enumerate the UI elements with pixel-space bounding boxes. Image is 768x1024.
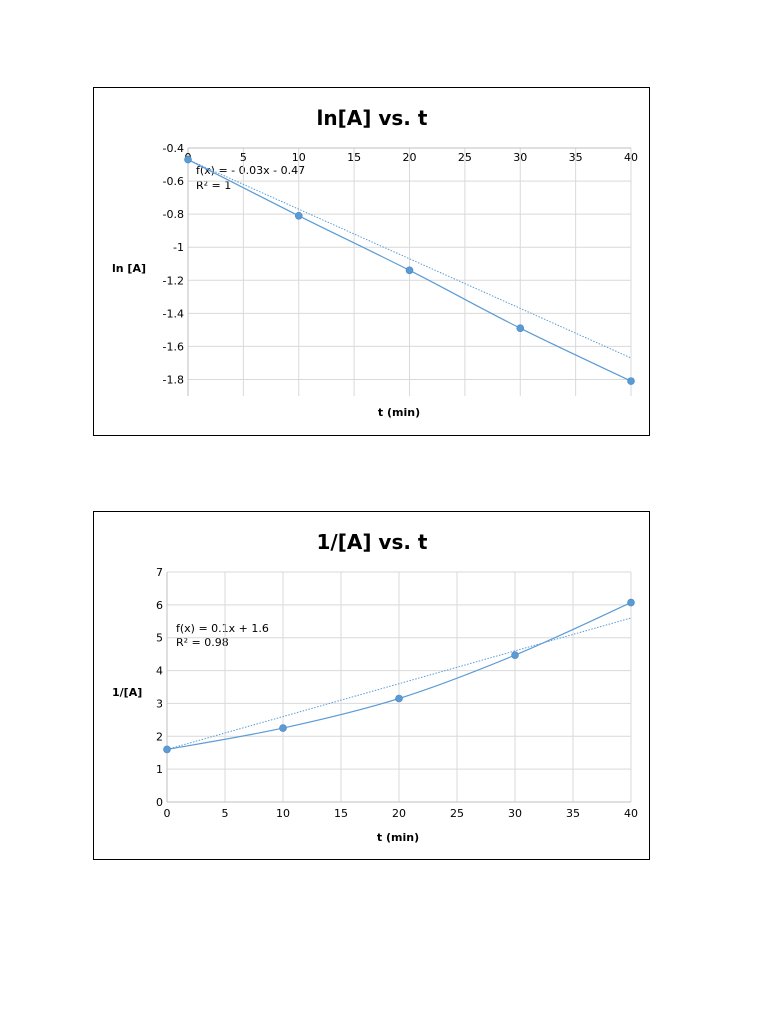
x-tick-label: 30 <box>513 151 527 164</box>
data-point <box>294 211 303 220</box>
x-tick-label: 40 <box>624 807 638 820</box>
y-axis-label: 1/[A] <box>112 686 142 699</box>
y-tick-label: 0 <box>156 796 163 809</box>
data-point <box>627 377 635 385</box>
x-tick-label: 35 <box>566 807 580 820</box>
chart-title: 1/[A] vs. t <box>316 530 427 554</box>
x-tick-label: 20 <box>403 151 417 164</box>
data-point <box>627 598 635 607</box>
x-tick-label: 10 <box>292 151 306 164</box>
y-tick-label: 2 <box>156 730 163 743</box>
x-tick-label: 5 <box>240 151 247 164</box>
trendline <box>166 617 632 750</box>
y-tick-label: 7 <box>156 566 163 579</box>
y-tick-label: -1 <box>173 241 184 254</box>
data-point <box>405 266 414 275</box>
y-tick-label: -1.4 <box>163 307 184 320</box>
x-tick-label: 15 <box>334 807 348 820</box>
chart-title: ln[A] vs. t <box>317 106 428 130</box>
y-tick-label: 4 <box>156 665 163 678</box>
y-axis-label: ln [A] <box>112 262 146 275</box>
chart-ln-a-vs-t-svg: ln[A] vs. t ln [A] t (min) f(x) = - 0.03… <box>112 106 638 419</box>
x-tick-label: 20 <box>392 807 406 820</box>
y-tick-label: -1.6 <box>163 340 184 353</box>
y-tick-label: 6 <box>156 599 163 612</box>
data-point <box>163 745 171 754</box>
x-tick-label: 40 <box>624 151 638 164</box>
chart-inv-a-vs-t: 1/[A] vs. t 1/[A] t (min) f(x) = 0.1x + … <box>93 511 650 860</box>
trendline-equation: f(x) = 0.1x + 1.6 <box>176 622 269 635</box>
x-tick-label: 0 <box>164 807 171 820</box>
x-tick-label: 10 <box>276 807 290 820</box>
data-point <box>395 694 403 703</box>
chart-ln-a-vs-t: ln[A] vs. t ln [A] t (min) f(x) = - 0.03… <box>93 87 650 436</box>
trendline-equation: f(x) = - 0.03x - 0.47 <box>196 164 305 177</box>
data-point <box>516 324 525 333</box>
trendline-r-squared: R² = 0.98 <box>176 636 229 649</box>
y-tick-label: -0.6 <box>163 175 184 188</box>
y-tick-label: 3 <box>156 697 163 710</box>
data-point <box>279 724 287 732</box>
x-tick-label: 15 <box>347 151 361 164</box>
x-axis-label: t (min) <box>377 831 419 844</box>
data-point <box>511 651 519 659</box>
data-point <box>184 155 192 164</box>
y-tick-label: 1 <box>156 763 163 776</box>
trendline-r-squared: R² = 1 <box>196 179 231 192</box>
chart-inv-a-vs-t-svg: 1/[A] vs. t 1/[A] t (min) f(x) = 0.1x + … <box>112 530 638 844</box>
x-axis-label: t (min) <box>378 406 420 419</box>
x-tick-label: 5 <box>222 807 229 820</box>
x-tick-label: 25 <box>450 807 464 820</box>
y-tick-label: 5 <box>156 632 163 645</box>
x-tick-label: 35 <box>569 151 583 164</box>
x-tick-label: 30 <box>508 807 522 820</box>
y-tick-label: -0.8 <box>163 208 184 221</box>
y-tick-label: -0.4 <box>163 142 184 155</box>
x-tick-label: 25 <box>458 151 472 164</box>
y-tick-label: -1.2 <box>163 274 184 287</box>
y-tick-label: -1.8 <box>163 373 184 386</box>
